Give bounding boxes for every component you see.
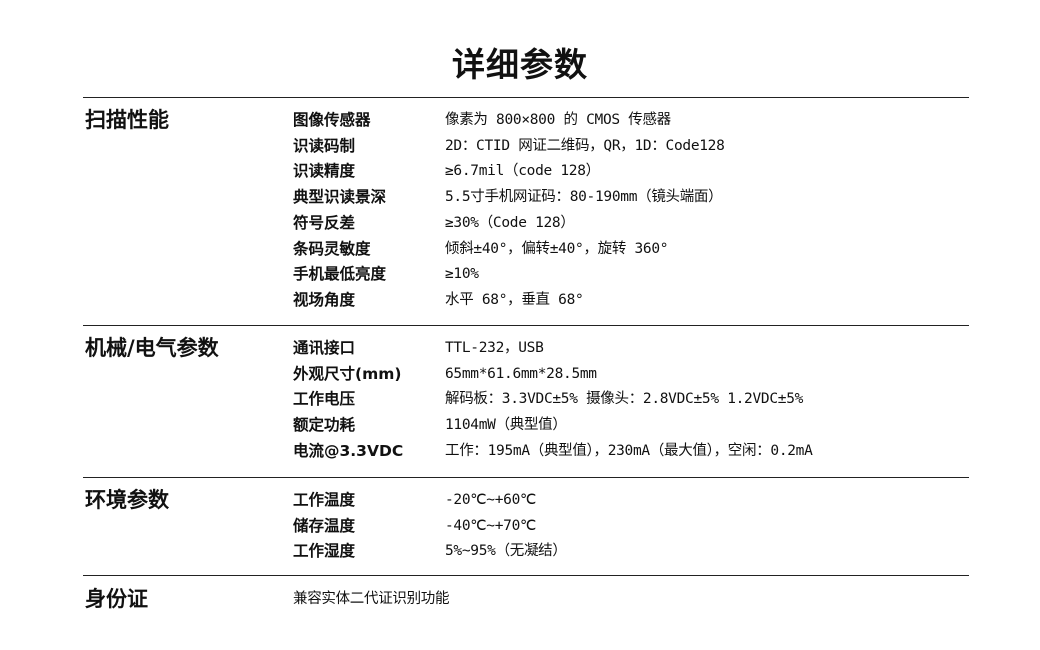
- spec-value: 65mm*61.6mm*28.5mm: [445, 365, 597, 382]
- spec-value: 5.5寸手机网证码：80-190mm（镜头端面）: [445, 189, 723, 206]
- page-title: 详细参数: [452, 45, 588, 84]
- spec-value: 1104mW（典型值）: [445, 417, 567, 434]
- spec-value: -20℃~+60℃: [445, 492, 536, 508]
- spec-row: 识读精度 ≥6.7mil（code 128）: [0, 158, 1040, 184]
- divider: [83, 325, 969, 326]
- spec-row: 手机最低亮度 ≥10%: [0, 261, 1040, 287]
- spec-label: 工作电压: [293, 390, 356, 409]
- spec-row: 外观尺寸(mm) 65mm*61.6mm*28.5mm: [0, 361, 1040, 387]
- spec-value: TTL-232，USB: [445, 340, 544, 356]
- spec-label: 通讯接口: [293, 339, 356, 357]
- spec-label: 储存温度: [293, 516, 356, 535]
- spec-row: 视场角度 水平 68°，垂直 68°: [0, 287, 1040, 313]
- divider: [83, 97, 969, 98]
- spec-label: 符号反差: [293, 213, 356, 232]
- spec-row: 图像传感器 像素为 800×800 的 CMOS 传感器: [0, 107, 1040, 133]
- spec-row: 工作电压 解码板：3.3VDC±5% 摄像头：2.8VDC±5% 1.2VDC±5…: [0, 386, 1040, 412]
- spec-row: 工作湿度 5%~95%（无凝结）: [0, 538, 1040, 564]
- spec-value: 工作：195mA（典型值），230mA（最大值），空闲：0.2mA: [445, 442, 813, 459]
- spec-row: 电流@3.3VDC 工作：195mA（典型值），230mA（最大值），空闲：0.2…: [0, 438, 1040, 464]
- spec-row: 储存温度 -40℃~+70℃: [0, 513, 1040, 539]
- section-heading: 身份证: [85, 587, 148, 611]
- section-heading: 环境参数: [85, 488, 169, 512]
- spec-label: 识读精度: [293, 162, 356, 181]
- spec-row: 符号反差 ≥30%（Code 128）: [0, 210, 1040, 236]
- spec-row: 识读码制 2D：CTID 网证二维码，QR，1D：Code128: [0, 133, 1040, 159]
- spec-value: 水平 68°，垂直 68°: [445, 291, 584, 308]
- spec-value: ≥6.7mil（code 128）: [445, 163, 600, 180]
- spec-label: 识读码制: [293, 136, 356, 155]
- spec-row: 额定功耗 1104mW（典型值）: [0, 412, 1040, 438]
- spec-label: 条码灵敏度: [293, 239, 371, 258]
- spec-label: 外观尺寸(mm): [293, 364, 402, 383]
- spec-value: -40℃~+70℃: [445, 517, 536, 534]
- spec-value: ≥30%（Code 128）: [445, 214, 575, 231]
- spec-label: 电流@3.3VDC: [293, 441, 404, 460]
- spec-row: 条码灵敏度 倾斜±40°，偏转±40°，旋转 360°: [0, 236, 1040, 262]
- spec-row: 典型识读景深 5.5寸手机网证码：80-190mm（镜头端面）: [0, 184, 1040, 210]
- spec-label: 工作湿度: [293, 542, 356, 561]
- spec-label: 图像传感器: [293, 111, 371, 129]
- spec-row: 工作温度 -20℃~+60℃: [0, 487, 1040, 513]
- section-heading: 机械/电气参数: [85, 336, 219, 360]
- divider: [83, 575, 969, 576]
- spec-row: 通讯接口 TTL-232，USB: [0, 335, 1040, 361]
- spec-label: 视场角度: [293, 290, 356, 309]
- spec-value: ≥10%: [445, 266, 479, 283]
- spec-value: 倾斜±40°，偏转±40°，旋转 360°: [445, 240, 669, 257]
- spec-label: 额定功耗: [293, 416, 356, 435]
- spec-value: 像素为 800×800 的 CMOS 传感器: [445, 112, 671, 128]
- section-text: 兼容实体二代证识别功能: [293, 591, 450, 607]
- spec-label: 典型识读景深: [293, 188, 387, 207]
- section-heading: 扫描性能: [85, 108, 169, 132]
- spec-label: 手机最低亮度: [293, 265, 387, 284]
- spec-value: 解码板：3.3VDC±5% 摄像头：2.8VDC±5% 1.2VDC±5%: [445, 391, 804, 408]
- divider: [83, 477, 969, 478]
- spec-value: 2D：CTID 网证二维码，QR，1D：Code128: [445, 137, 725, 154]
- spec-value: 5%~95%（无凝结）: [445, 543, 567, 560]
- spec-label: 工作温度: [293, 491, 356, 509]
